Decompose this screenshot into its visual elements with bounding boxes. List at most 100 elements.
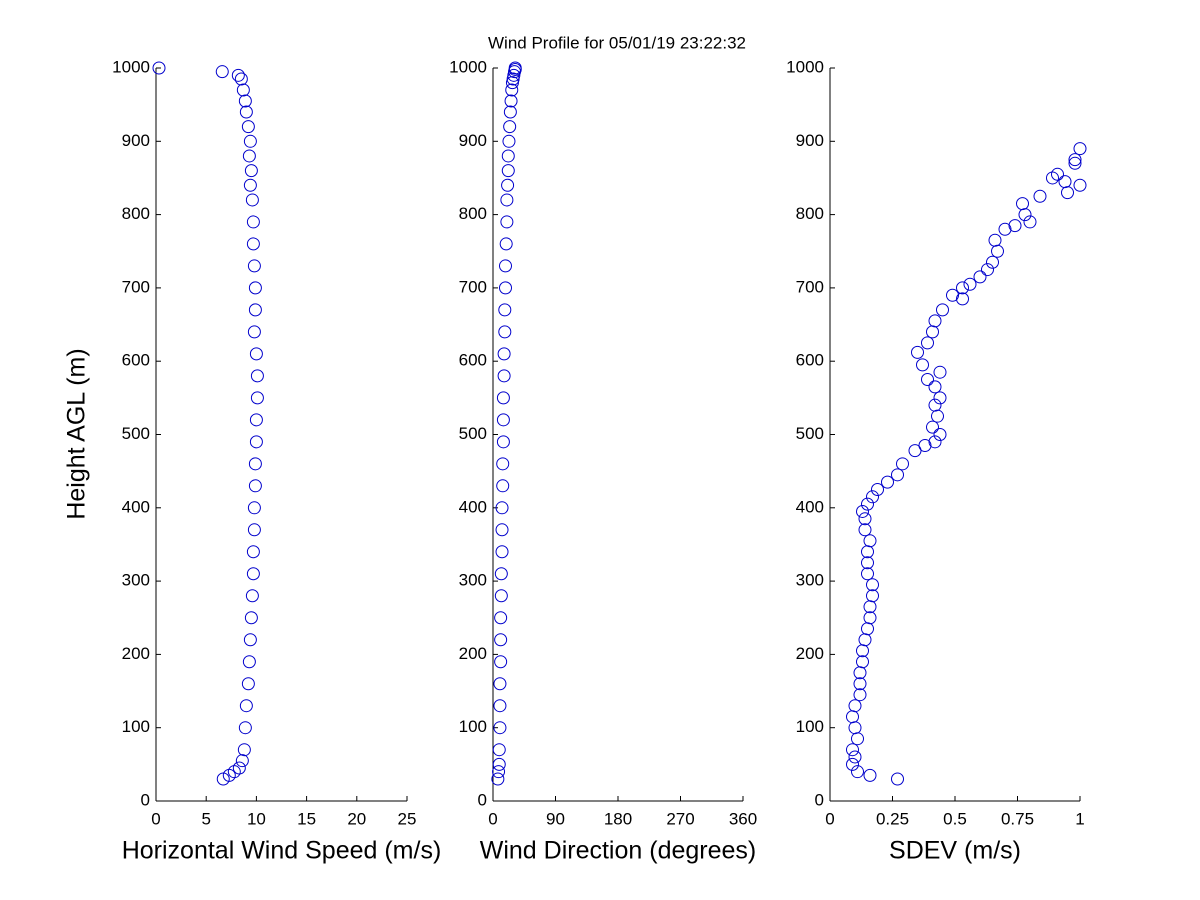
marker [1058,175,1072,189]
marker [496,479,510,493]
marker [933,365,947,379]
marker [248,457,262,471]
marker [933,428,947,441]
y-tick-label: 200 [122,644,150,663]
marker [986,255,999,269]
y-tick-label: 300 [122,571,150,590]
y-tick-label: 100 [122,717,150,736]
marker [501,164,515,178]
marker [861,497,874,511]
marker [492,743,506,757]
marker [866,589,879,603]
y-tick-label: 900 [459,131,487,150]
marker [499,259,512,273]
marker [250,391,264,405]
y-tick-label: 1000 [786,57,824,76]
marker [926,420,939,434]
marker [863,534,877,548]
marker [232,761,246,775]
marker [498,325,512,339]
marker [916,358,929,372]
y-tick-label: 700 [122,277,150,296]
marker [492,765,506,779]
x-tick-label: 0 [825,809,834,828]
y-tick-label: 500 [796,424,824,443]
y-tick-label: 0 [478,790,487,809]
x-axis-label: Wind Direction (degrees) [480,837,757,865]
y-tick-label: 800 [122,204,150,223]
marker [249,413,263,427]
marker [496,457,510,471]
x-tick-label: 0.5 [943,809,967,828]
marker [496,435,510,449]
marker [248,479,262,493]
y-tick-label: 200 [459,644,487,663]
marker [495,501,509,515]
y-tick-label: 900 [796,131,824,150]
marker [498,303,512,317]
marker [243,134,257,148]
marker [858,512,872,526]
x-axis-label: Horizontal Wind Speed (m/s) [122,837,442,865]
y-tick-label: 100 [459,717,487,736]
x-tick-label: 10 [247,809,266,828]
y-tick-label: 0 [141,790,150,809]
x-tick-label: 360 [729,809,757,828]
marker [863,768,877,782]
y-tick-label: 1000 [112,57,150,76]
marker [247,325,261,339]
marker [249,435,263,449]
marker [495,545,509,559]
marker [846,757,859,771]
y-axis-label: Height AGL (m) [63,348,91,519]
marker [863,611,877,625]
marker [933,391,947,405]
marker [891,468,904,482]
marker [988,233,1002,247]
marker [234,72,248,86]
marker [881,475,894,489]
x-axis-label: SDEV (m/s) [889,837,1021,865]
y-tick-label: 700 [796,277,824,296]
marker [871,482,884,496]
x-tick-label: 0.25 [876,809,909,828]
x-tick-label: 90 [546,809,565,828]
marker [504,94,518,108]
y-tick-label: 900 [122,131,150,150]
marker [956,281,969,295]
marker [491,772,505,786]
y-tick-label: 100 [796,717,824,736]
x-tick-label: 180 [604,809,632,828]
marker [1023,215,1037,229]
marker [503,105,517,119]
x-tick-label: 0.75 [1001,809,1034,828]
marker [856,504,869,518]
marker [921,373,934,387]
marker [152,61,166,75]
marker [853,677,867,691]
marker [242,149,256,163]
y-tick-label: 200 [796,644,824,663]
marker [503,120,517,134]
marker [243,633,257,647]
marker [501,149,515,163]
marker [928,380,942,394]
marker [861,556,874,570]
marker [853,688,867,702]
y-tick-label: 300 [796,571,824,590]
marker [249,347,263,361]
x-tick-label: 5 [201,809,210,828]
marker [244,164,258,178]
marker [495,523,509,537]
marker [248,281,262,295]
marker [1068,153,1082,167]
marker [245,589,259,603]
marker [928,435,942,449]
marker [963,277,977,291]
x-tick-label: 270 [666,809,694,828]
marker [246,567,260,581]
marker [492,757,506,771]
marker [499,237,513,251]
marker [866,578,879,592]
